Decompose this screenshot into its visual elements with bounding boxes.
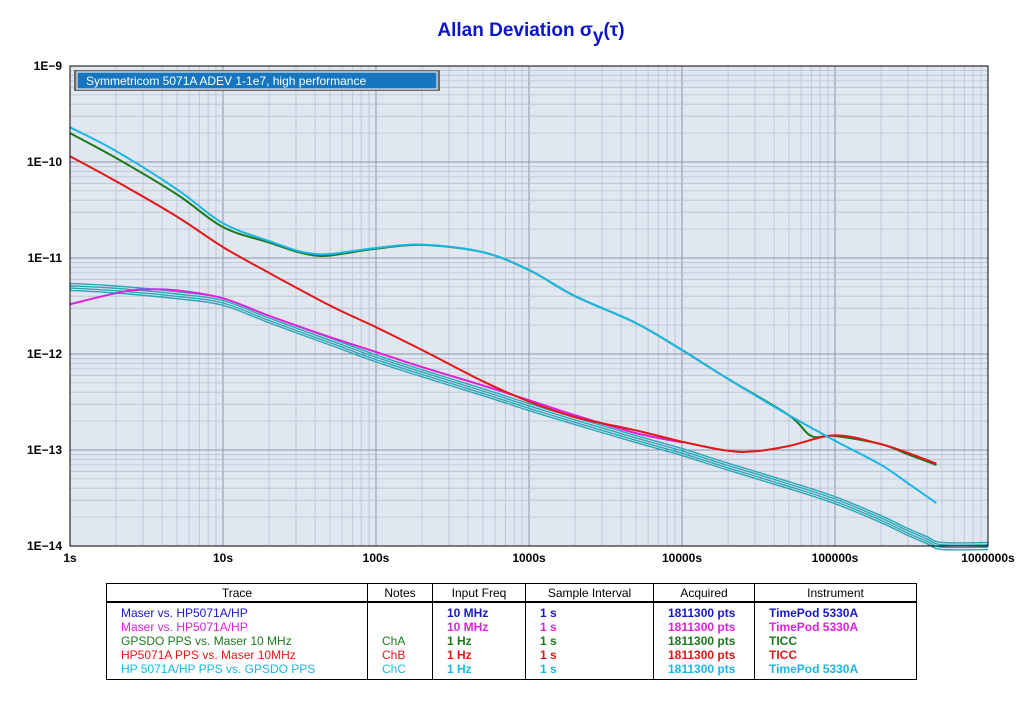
header-notes: Notes [367,583,433,603]
y-tick-label: 1E−11 [28,251,63,265]
cell-sample-interval: 1 s [525,602,654,620]
header-trace: Trace [106,583,368,603]
y-tick-label: 1E−9 [34,59,63,73]
series-line-4 [69,126,937,504]
cell-notes: ChC [367,662,433,680]
table-header-row: Trace Notes Input Freq Sample Interval A… [106,583,917,603]
cell-sample-interval: 1 s [525,648,654,662]
cell-instrument: TICC [754,648,917,662]
plot-frame [69,65,989,547]
header-instrument: Instrument [754,583,917,603]
cell-acquired: 1811300 pts [653,662,755,680]
header-acquired: Acquired [653,583,755,603]
series-lines [69,126,989,551]
y-tick-label: 1E−13 [27,443,62,457]
cell-instrument: TimePod 5330A [754,602,917,620]
x-tick-label: 1s [63,551,77,565]
table-row: HP5071A PPS vs. Maser 10MHz ChB 1 Hz 1 s 181… [106,648,917,662]
cell-acquired: 1811300 pts [653,634,755,648]
x-tick-label: 10s [213,551,233,565]
legend-title: Symmetricom 5071A ADEV 1-1e7, high perfo… [86,74,366,88]
table-row: Maser vs. HP5071A/HP 10 MHz 1 s 1811300 pts… [106,602,917,620]
cell-sample-interval: 1 s [525,634,654,648]
y-axis-ticks: 1E−9 1E−10 1E−11 1E−12 1E−13 1E−14 [27,59,62,553]
adev-chart: Allan Deviation σy(τ) 1s 10s 100s 1000s 1000… [27,20,1015,565]
cell-instrument: TimePod 5330A [754,620,917,634]
header-input-freq: Input Freq [432,583,526,603]
cell-input-freq: 1 Hz [432,662,526,680]
trace-table: Trace Notes Input Freq Sample Interval A… [106,583,917,680]
cell-input-freq: 10 MHz [432,602,526,620]
cell-input-freq: 1 Hz [432,648,526,662]
y-tick-label: 1E−10 [27,155,62,169]
cell-notes: ChB [367,648,433,662]
cell-acquired: 1811300 pts [653,602,755,620]
series-line-band-0 [69,289,989,551]
cell-input-freq: 10 MHz [432,620,526,634]
y-tick-label: 1E−14 [27,539,62,553]
cell-instrument: TICC [754,634,917,648]
cell-input-freq: 1 Hz [432,634,526,648]
table-row: Maser vs. HP5071A/HP 10 MHz 1 s 1811300 pts… [106,620,917,634]
cell-trace: Maser vs. HP5071A/HP [106,602,368,620]
cell-notes [367,602,433,620]
x-tick-label: 100000s [812,551,859,565]
table-body: Maser vs. HP5071A/HP 10 MHz 1 s 1811300 pts… [106,602,917,680]
y-tick-label: 1E−12 [27,347,62,361]
cell-trace: HP 5071A/HP PPS vs. GPSDO PPS [106,662,368,680]
x-tick-label: 100s [363,551,390,565]
series-line-1 [69,288,683,444]
chart-title: Allan Deviation σy(τ) [437,20,624,47]
cell-trace: HP5071A PPS vs. Maser 10MHz [106,648,368,662]
cell-instrument: TimePod 5330A [754,662,917,680]
header-sample-interval: Sample Interval [525,583,654,603]
series-line-band-0 [69,287,989,549]
series-line-band-0 [69,285,989,546]
x-tick-label: 1000s [512,551,546,565]
x-tick-label: 1000000s [961,551,1015,565]
cell-trace: Maser vs. HP5071A/HP [106,620,368,634]
cell-trace: GPSDO PPS vs. Maser 10 MHz [106,634,368,648]
legend-box: Symmetricom 5071A ADEV 1-1e7, high perfo… [74,70,440,91]
x-tick-label: 10000s [662,551,702,565]
cell-notes: ChA [367,634,433,648]
cell-acquired: 1811300 pts [653,648,755,662]
cell-sample-interval: 1 s [525,662,654,680]
x-axis-ticks: 1s 10s 100s 1000s 10000s 100000s 1000000s [63,551,1015,565]
cell-sample-interval: 1 s [525,620,654,634]
cell-notes [367,620,433,634]
table-row: GPSDO PPS vs. Maser 10 MHz ChA 1 Hz 1 s 1811… [106,634,917,648]
cell-acquired: 1811300 pts [653,620,755,634]
